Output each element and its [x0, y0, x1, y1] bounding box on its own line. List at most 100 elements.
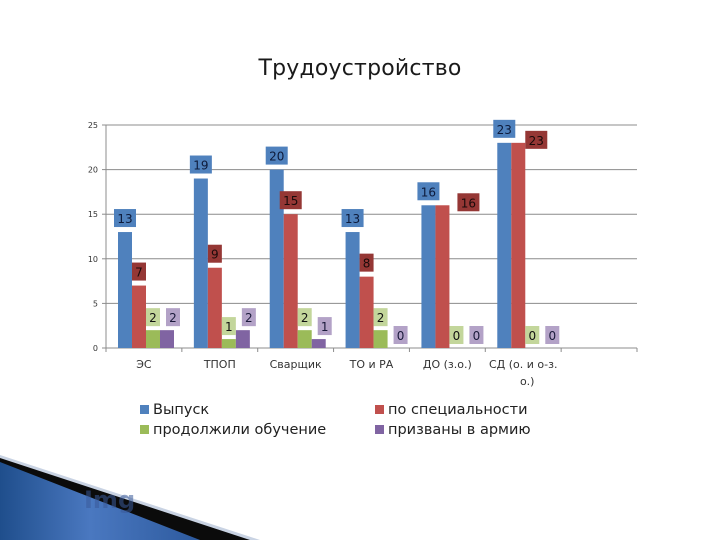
category-label: о.)	[520, 375, 535, 388]
category-label: ТО и РА	[349, 358, 394, 371]
data-label-box	[493, 119, 516, 138]
decor-pale-stripe	[0, 455, 260, 540]
category-label: СД (о. и о-з.	[489, 358, 557, 371]
data-label-box	[449, 326, 464, 344]
data-label: 19	[193, 159, 208, 173]
data-label: 15	[283, 194, 298, 208]
bar	[511, 142, 526, 348]
data-label: 2	[149, 311, 157, 325]
data-label-box	[317, 317, 332, 336]
data-label: 0	[473, 329, 481, 343]
data-label: 1	[225, 320, 233, 334]
legend-swatch-icon	[140, 405, 149, 414]
data-label-box	[279, 191, 302, 210]
data-label-box	[166, 308, 180, 327]
y-tick-label: 20	[88, 166, 98, 175]
legend-swatch-icon	[375, 425, 384, 434]
bar	[359, 276, 374, 348]
data-label-box	[114, 209, 136, 228]
data-label-box	[457, 193, 480, 212]
data-label-box	[221, 317, 236, 336]
bar	[221, 339, 236, 348]
data-label: 23	[497, 123, 512, 137]
legend-left: Выпуск продолжили обучение	[140, 400, 326, 440]
data-label: 13	[117, 212, 132, 226]
data-label-box	[417, 182, 440, 201]
chart-title: Трудоустройство	[258, 56, 462, 81]
y-tick-label: 0	[93, 344, 98, 353]
data-label: 2	[245, 311, 253, 325]
data-label: 8	[363, 257, 371, 271]
data-label: 9	[211, 248, 219, 262]
bar	[345, 232, 360, 348]
bar	[160, 330, 174, 348]
bar	[421, 205, 436, 348]
bar	[118, 232, 132, 348]
legend-right: по специальности призваны в армию	[375, 400, 531, 440]
legend-swatch-icon	[375, 405, 384, 414]
category-label: ДО (з.о.)	[423, 358, 472, 371]
data-label-box	[545, 326, 560, 344]
legend-item-by-specialty: по специальности	[375, 400, 531, 420]
legend-item-drafted: призваны в армию	[375, 420, 531, 440]
data-label-box	[469, 326, 484, 344]
bar	[193, 178, 208, 348]
y-axis: 0 5 10 15 20 25	[88, 121, 107, 353]
data-label: 16	[461, 196, 476, 210]
data-label-box	[393, 326, 408, 344]
decor-blue-band	[0, 462, 200, 540]
bar	[132, 285, 146, 348]
legend-label: продолжили обучение	[153, 422, 327, 438]
bar	[235, 330, 250, 348]
data-label: 20	[269, 150, 284, 164]
legend-item-continued-study: продолжили обучение	[140, 420, 326, 440]
data-label-box	[265, 146, 288, 165]
data-label: 23	[529, 134, 544, 148]
legend-label: Выпуск	[153, 402, 210, 418]
data-label-box	[189, 155, 212, 174]
data-label-box	[525, 130, 548, 149]
data-label-box	[132, 262, 146, 281]
data-label: 0	[548, 329, 556, 343]
bar	[146, 330, 160, 348]
y-tick-label: 10	[88, 255, 98, 264]
bar	[269, 169, 284, 348]
bar	[311, 339, 326, 348]
bar-series	[118, 142, 526, 348]
data-label: 16	[421, 185, 436, 199]
category-label: Сварщик	[270, 358, 322, 371]
category-label: ЭС	[136, 358, 152, 371]
data-label-box	[241, 308, 256, 327]
bar	[373, 330, 388, 348]
data-label: 1	[321, 320, 329, 334]
data-label: 2	[301, 311, 309, 325]
data-label: 0	[453, 329, 461, 343]
bar	[497, 142, 512, 348]
category-label: ТПОП	[203, 358, 236, 371]
data-label-box	[373, 308, 388, 327]
data-label: 7	[135, 266, 143, 280]
data-label: 0	[397, 329, 405, 343]
bar	[435, 205, 450, 348]
legend-label: по специальности	[388, 402, 528, 418]
data-label-box	[146, 308, 160, 327]
legend-label: призваны в армию	[388, 422, 531, 438]
legend-item-vypusk: Выпуск	[140, 400, 326, 420]
bar	[207, 267, 222, 348]
data-label-box	[341, 209, 364, 228]
y-tick-label: 5	[93, 299, 98, 308]
watermark-text: Img	[84, 486, 135, 514]
data-label: 2	[169, 311, 177, 325]
x-axis: ЭС ТПОП Сварщик ТО и РА ДО (з.о.) СД (о. и о-…	[105, 347, 638, 388]
data-label-box	[525, 326, 540, 344]
legend-swatch-icon	[140, 425, 149, 434]
data-label: 2	[377, 311, 385, 325]
bar	[297, 330, 312, 348]
data-label-box	[207, 244, 222, 263]
data-label: 13	[345, 212, 360, 226]
data-label: 0	[528, 329, 536, 343]
